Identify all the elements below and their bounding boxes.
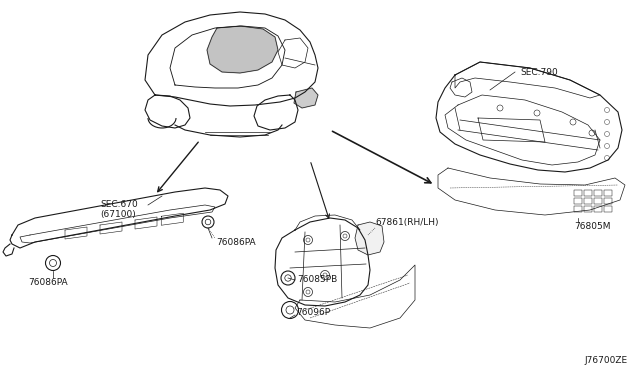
Text: 76085PB: 76085PB [297,275,337,284]
Text: 76086PA: 76086PA [216,238,255,247]
Text: SEC.670
(67100): SEC.670 (67100) [100,200,138,219]
Bar [574,198,582,204]
Bar [594,198,602,204]
Text: 76805M: 76805M [574,222,611,231]
Bar [584,198,592,204]
Polygon shape [294,88,318,108]
Bar [574,206,582,212]
Bar [594,190,602,196]
Bar [604,206,612,212]
Polygon shape [355,222,384,255]
Bar [594,206,602,212]
Bar [604,190,612,196]
Bar [584,206,592,212]
Polygon shape [207,26,278,73]
Bar [604,198,612,204]
Text: SEC.790: SEC.790 [520,68,557,77]
Text: J76700ZE: J76700ZE [585,356,628,365]
Bar [584,190,592,196]
Bar [574,190,582,196]
Text: 67861(RH/LH): 67861(RH/LH) [375,218,438,227]
Text: 76086PA: 76086PA [28,278,68,287]
Text: 76096P: 76096P [296,308,330,317]
